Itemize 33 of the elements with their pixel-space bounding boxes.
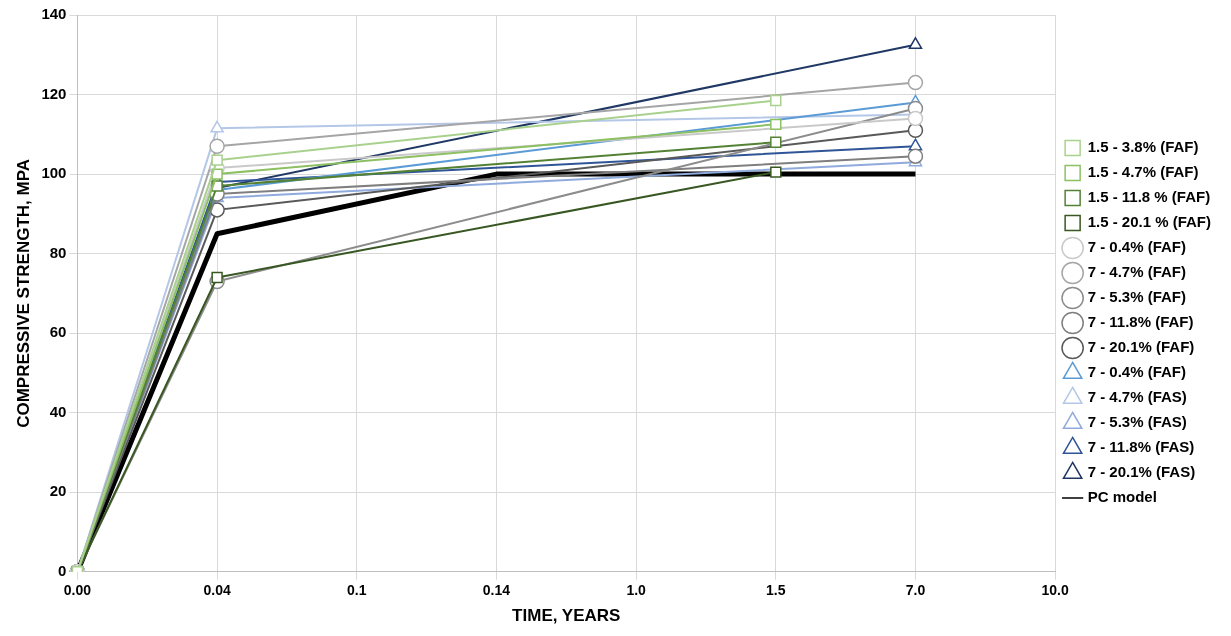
legend-label: 7 - 11.8% (FAS) (1087, 438, 1195, 456)
x-tick-label: 0.14 (482, 582, 511, 599)
legend-label: 7 - 0.4% (FAF) (1087, 363, 1186, 381)
legend-label: 1.5 - 11.8 % (FAF) (1087, 188, 1211, 206)
legend-label: PC model (1087, 488, 1157, 506)
y-tick-label: 100 (41, 164, 67, 182)
x-tick-label: 10.0 (1041, 582, 1069, 599)
x-tick-label: 1.5 (766, 582, 786, 599)
y-tick-label: 40 (49, 402, 67, 420)
y-tick-label: 120 (41, 84, 67, 102)
legend-label: 7 - 5.3% (FAS) (1087, 413, 1187, 431)
legend-label: 7 - 5.3% (FAF) (1087, 288, 1186, 306)
x-axis-title: TIME, YEARS (512, 606, 621, 626)
y-tick-label: 140 (41, 5, 67, 23)
x-tick-label: 0.1 (347, 582, 367, 599)
legend-label: 7 - 20.1% (FAF) (1087, 338, 1195, 356)
y-axis-title: COMPRESSIVE STRENGTH, MPA (13, 158, 33, 428)
legend-label: 7 - 20.1% (FAS) (1087, 463, 1196, 481)
legend-label: 1.5 - 3.8% (FAF) (1087, 138, 1199, 156)
x-tick-label: 0.00 (63, 582, 92, 599)
y-tick-label: 0 (58, 561, 67, 579)
legend-label: 1.5 - 4.7% (FAF) (1087, 163, 1199, 181)
y-tick-label: 80 (49, 243, 67, 261)
y-tick-label: 60 (49, 323, 67, 341)
x-tick-label: 7.0 (905, 582, 926, 599)
legend-label: 7 - 4.7% (FAF) (1087, 263, 1186, 281)
x-tick-label: 0.04 (203, 582, 231, 599)
legend-label: 7 - 11.8% (FAF) (1087, 313, 1194, 331)
legend-label: 1.5 - 20.1 % (FAF) (1087, 213, 1212, 231)
legend-label: 7 - 4.7% (FAS) (1087, 388, 1187, 406)
legend-label: 7 - 0.4% (FAF) (1087, 238, 1186, 256)
x-tick-label: 1.0 (626, 582, 647, 599)
y-tick-label: 20 (49, 482, 67, 500)
